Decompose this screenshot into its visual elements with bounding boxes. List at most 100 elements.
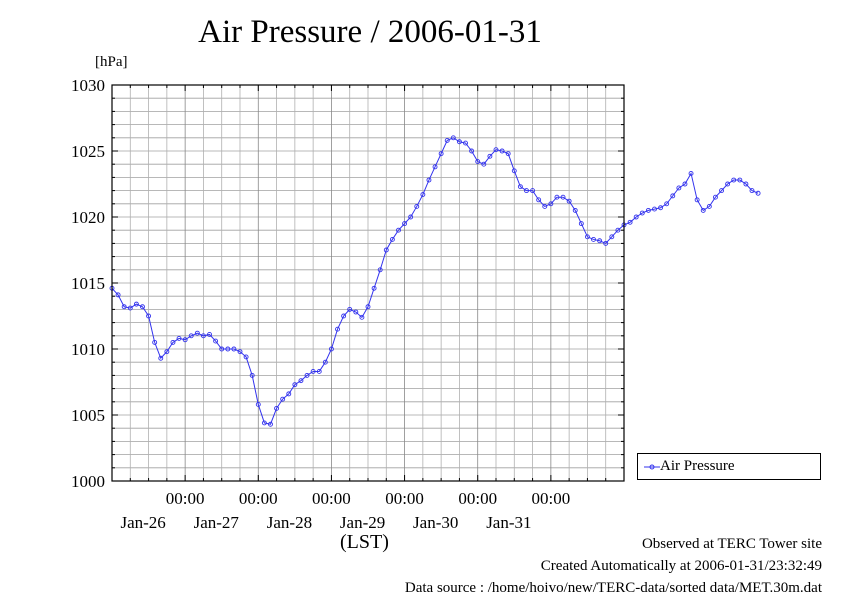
data-point [194,330,200,336]
data-point [322,359,328,365]
data-point [353,309,359,315]
y-axis-unit: [hPa] [95,54,128,70]
data-point [231,346,237,352]
data-point [682,181,688,187]
data-point [133,301,139,307]
legend-marker-icon [644,464,660,470]
legend-label: Air Pressure [660,458,735,474]
data-point [383,247,389,253]
data-point [200,333,206,339]
data-point [633,214,639,220]
data-point [511,168,517,174]
data-point [286,391,292,397]
data-point [706,203,712,209]
legend: Air Pressure [637,453,821,480]
data-point [560,194,566,200]
y-tick-label: 1020 [71,208,105,227]
chart-title: Air Pressure / 2006-01-31 [198,14,542,50]
data-point [505,151,511,157]
data-point [463,140,468,146]
data-point [341,313,347,319]
x-tick-date: Jan-29 [340,513,385,532]
data-point [389,236,395,242]
x-tick-date: Jan-30 [413,513,458,532]
x-axis-unit: (LST) [340,531,389,553]
data-point [316,368,322,374]
data-point [335,326,340,332]
data-point [426,177,432,183]
data-point [298,378,304,384]
data-point [566,198,572,204]
data-point [255,401,261,407]
data-point [469,148,475,154]
data-point [719,188,724,194]
y-tick-label: 1015 [71,274,105,293]
data-point [219,346,225,352]
data-point [737,177,743,183]
data-point [268,421,273,427]
data-point [402,221,408,227]
data-point [414,203,420,209]
data-point [652,206,657,212]
data-point [731,177,737,183]
x-tick-date: Jan-26 [120,513,165,532]
data-point [536,197,542,203]
x-tick-time: 00:00 [458,489,497,508]
data-point [146,313,152,319]
data-point [694,197,700,203]
x-tick-time: 00:00 [166,489,205,508]
data-point [572,207,578,213]
data-point [542,203,548,209]
data-point [658,205,664,211]
data-point [140,304,145,310]
data-point [578,221,584,227]
data-point [493,147,499,153]
data-point [499,148,505,154]
data-point [645,207,651,213]
data-point [408,214,414,220]
data-point [377,267,383,273]
data-point [725,181,731,187]
data-point [249,372,255,378]
x-tick-date: Jan-28 [267,513,312,532]
data-point [639,210,645,216]
data-point [304,372,310,378]
data-point [280,396,286,402]
data-point [371,285,377,291]
data-point [530,188,536,194]
y-tick-label: 1010 [71,340,105,359]
series-air-pressure [109,135,761,427]
data-point [237,349,243,355]
data-point [207,332,212,337]
data-point [670,193,676,199]
data-point [127,305,133,311]
data-point [213,338,219,344]
y-tick-label: 1030 [71,76,105,95]
data-point [627,219,633,225]
grid-lines [112,85,624,481]
data-point [121,304,127,310]
data-point [676,185,682,191]
series-line [111,137,759,425]
x-tick-time: 00:00 [531,489,570,508]
data-point [603,240,609,246]
data-point [456,139,462,145]
data-point [225,346,231,352]
data-point [432,164,438,170]
data-point [450,135,456,141]
data-point [615,227,621,233]
x-tick-labels: 00:00Jan-2600:00Jan-2700:00Jan-2800:00Ja… [120,489,570,532]
data-point [743,181,749,187]
data-point [188,333,194,339]
axes [111,84,625,482]
x-tick-time: 00:00 [312,489,351,508]
data-point [182,337,188,343]
footer-source: Data source : /home/hoivo/new/TERC-data/… [404,580,822,596]
data-point [359,314,365,320]
x-tick-time: 00:00 [239,489,278,508]
y-tick-label: 1005 [71,406,105,425]
data-point [261,420,267,426]
data-point [609,234,615,240]
y-tick-labels: 1000 1005 1010 1015 1020 1025 1030 [71,76,105,491]
